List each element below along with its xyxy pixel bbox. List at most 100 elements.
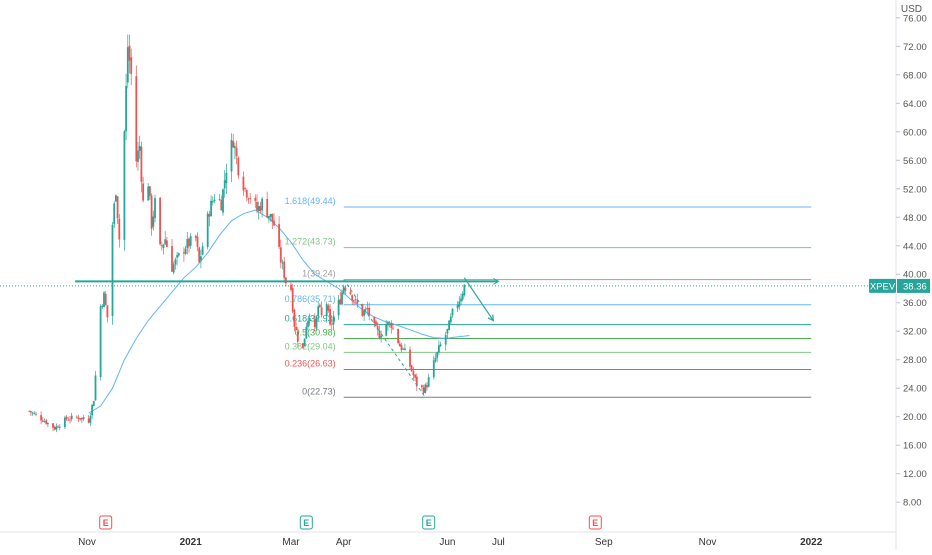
candle[interactable]: [436, 351, 439, 363]
candle[interactable]: [278, 216, 280, 249]
candle[interactable]: [451, 308, 454, 318]
candle[interactable]: [330, 320, 333, 330]
candle[interactable]: [113, 200, 116, 228]
candle[interactable]: [70, 412, 73, 422]
candle[interactable]: [317, 302, 320, 322]
candle[interactable]: [415, 373, 418, 392]
candle[interactable]: [327, 303, 330, 313]
candle[interactable]: [53, 425, 56, 431]
candle[interactable]: [41, 416, 44, 423]
candle[interactable]: [65, 415, 68, 421]
candle[interactable]: [94, 371, 97, 402]
candle[interactable]: [35, 411, 37, 417]
candle[interactable]: [234, 142, 236, 160]
candle[interactable]: [281, 259, 284, 270]
candle[interactable]: [77, 414, 80, 423]
candle[interactable]: [189, 233, 192, 249]
candle[interactable]: [460, 293, 462, 306]
candle[interactable]: [213, 194, 216, 204]
candle[interactable]: [271, 213, 274, 230]
candle[interactable]: [125, 73, 127, 141]
candle[interactable]: [184, 245, 187, 256]
candle[interactable]: [142, 176, 144, 203]
candle[interactable]: [422, 384, 425, 395]
candle[interactable]: [295, 321, 297, 331]
candle[interactable]: [375, 319, 377, 326]
candle[interactable]: [194, 234, 197, 242]
candle[interactable]: [366, 301, 369, 315]
candle[interactable]: [257, 201, 260, 220]
candle[interactable]: [245, 188, 248, 201]
candle[interactable]: [99, 304, 102, 381]
candle[interactable]: [351, 294, 354, 305]
candle[interactable]: [149, 185, 151, 201]
candle[interactable]: [206, 211, 209, 250]
candle[interactable]: [268, 215, 270, 223]
candle[interactable]: [414, 374, 416, 382]
candle[interactable]: [87, 415, 90, 424]
candle[interactable]: [449, 313, 452, 325]
earnings-marker[interactable]: E: [422, 515, 436, 530]
candle[interactable]: [176, 251, 178, 266]
candle[interactable]: [208, 210, 211, 227]
candle[interactable]: [364, 306, 367, 315]
candle[interactable]: [89, 413, 92, 427]
candle[interactable]: [319, 303, 321, 308]
candle[interactable]: [291, 283, 294, 314]
candle[interactable]: [446, 328, 449, 339]
candle[interactable]: [424, 383, 427, 394]
candle[interactable]: [128, 34, 131, 74]
candle[interactable]: [354, 296, 357, 304]
candle[interactable]: [387, 320, 389, 331]
candle[interactable]: [164, 231, 167, 246]
candle[interactable]: [302, 343, 304, 349]
candle[interactable]: [296, 326, 299, 348]
candle[interactable]: [106, 305, 109, 323]
candles[interactable]: [28, 34, 466, 433]
candle[interactable]: [434, 353, 437, 363]
candle[interactable]: [279, 239, 282, 269]
candle[interactable]: [81, 417, 83, 424]
candle[interactable]: [30, 410, 32, 417]
candle[interactable]: [64, 415, 66, 429]
candle[interactable]: [397, 328, 399, 345]
candle[interactable]: [444, 331, 447, 351]
candle[interactable]: [421, 384, 423, 391]
candle[interactable]: [140, 141, 143, 193]
candle[interactable]: [325, 301, 328, 323]
candle[interactable]: [225, 163, 228, 194]
candle[interactable]: [390, 320, 393, 334]
candle[interactable]: [111, 221, 114, 325]
candle[interactable]: [256, 194, 258, 214]
candle[interactable]: [269, 213, 272, 222]
candle[interactable]: [283, 256, 286, 283]
candle[interactable]: [266, 191, 269, 219]
candle[interactable]: [150, 193, 153, 236]
candle[interactable]: [52, 422, 54, 432]
candle[interactable]: [244, 187, 246, 192]
candle[interactable]: [235, 140, 238, 165]
candle[interactable]: [172, 261, 175, 275]
candle[interactable]: [339, 291, 342, 306]
candle[interactable]: [249, 193, 252, 205]
candle[interactable]: [329, 304, 331, 326]
candle[interactable]: [461, 290, 464, 302]
candle[interactable]: [368, 302, 371, 321]
candle[interactable]: [308, 313, 311, 326]
candle[interactable]: [101, 304, 104, 310]
candle[interactable]: [400, 342, 403, 353]
candle[interactable]: [427, 373, 430, 388]
ticker-badge[interactable]: XPEV: [869, 278, 896, 293]
candle[interactable]: [210, 195, 212, 217]
candle[interactable]: [349, 287, 352, 296]
candle[interactable]: [45, 418, 48, 425]
candle[interactable]: [160, 241, 163, 251]
candle[interactable]: [438, 340, 440, 355]
candle[interactable]: [159, 197, 161, 246]
candle[interactable]: [344, 285, 347, 295]
candle[interactable]: [303, 338, 306, 347]
candle[interactable]: [31, 411, 34, 416]
candle[interactable]: [404, 343, 406, 351]
